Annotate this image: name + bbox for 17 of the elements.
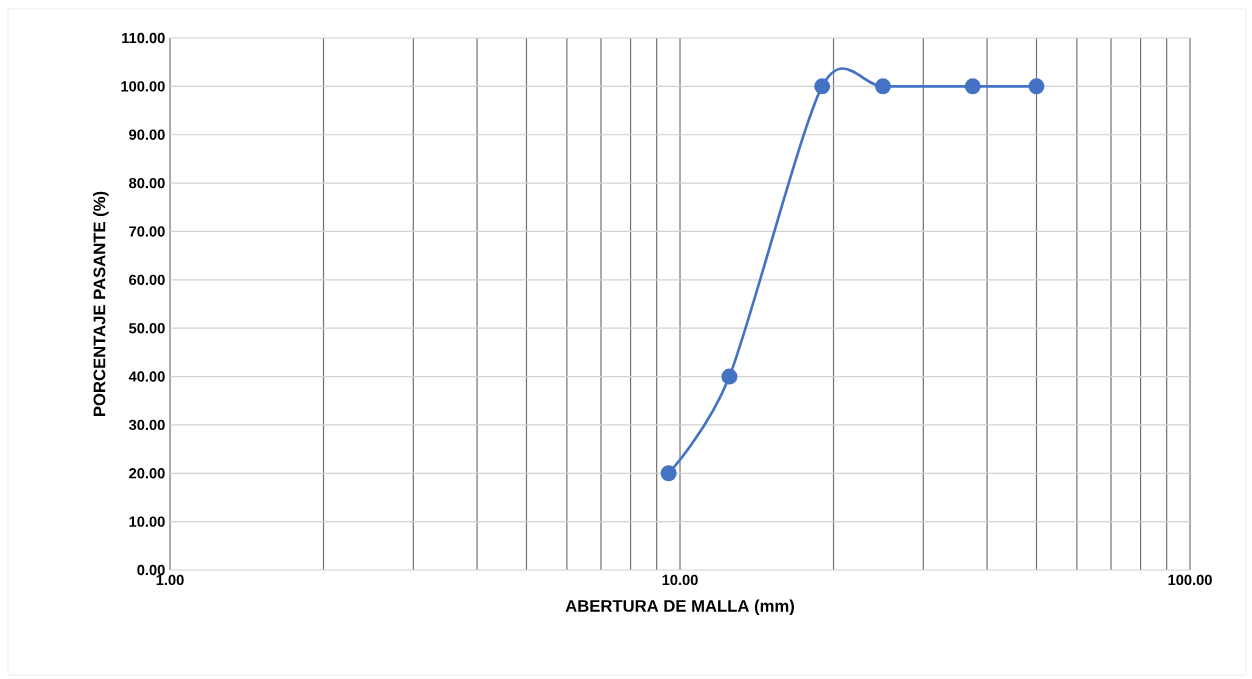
x-tick-label: 10.00 [662, 574, 698, 586]
y-tick-label: 90.00 [129, 129, 165, 140]
y-tick-label: 10.00 [129, 516, 165, 527]
y-tick-label: 40.00 [128, 371, 165, 382]
x-tick-label: 1.00 [156, 574, 184, 586]
y-tick-label: 20.00 [129, 468, 165, 479]
y-tick-label: 70.00 [129, 226, 165, 237]
y-tick-label: 110.00 [122, 32, 165, 44]
y-tick-label: 0.00 [137, 564, 165, 576]
x-axis-title: ABERTURA DE MALLA (mm) [565, 599, 794, 616]
x-tick-label: 100.00 [1168, 574, 1212, 586]
y-tick-label: 100.00 [121, 81, 165, 92]
y-tick-label: 80.00 [129, 177, 165, 189]
y-tick-label: 50.00 [129, 323, 165, 334]
y-axis-title: PORCENTAJE PASANTE (%) [93, 191, 109, 417]
y-tick-label: 30.00 [128, 419, 165, 431]
y-tick-label: 60.00 [129, 274, 165, 286]
